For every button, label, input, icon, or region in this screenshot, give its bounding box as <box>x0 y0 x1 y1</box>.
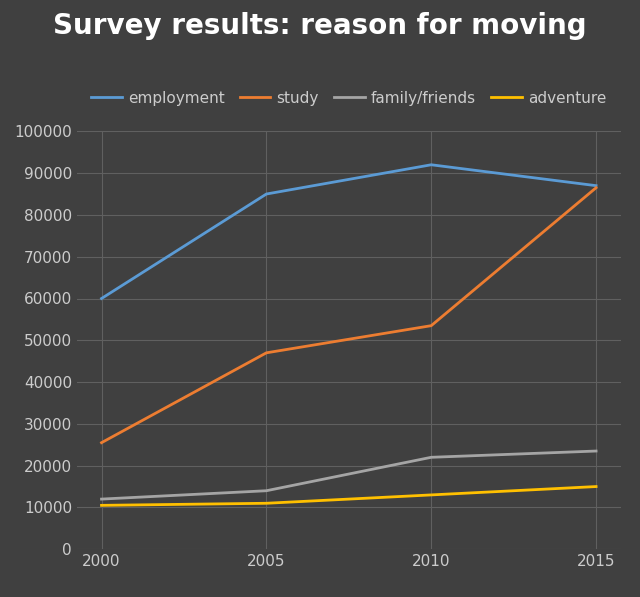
adventure <box>428 491 435 498</box>
adventure <box>98 501 106 509</box>
Text: Survey results: reason for moving: Survey results: reason for moving <box>53 12 587 40</box>
family/friends <box>428 454 435 461</box>
employment <box>262 190 270 198</box>
Line: family/friends: family/friends <box>102 451 596 499</box>
study <box>428 322 435 330</box>
family/friends <box>262 487 270 494</box>
adventure <box>262 500 270 507</box>
adventure <box>592 483 600 490</box>
Legend: employment, study, family/friends, adventure: employment, study, family/friends, adven… <box>85 85 612 112</box>
Line: study: study <box>102 187 596 443</box>
employment <box>428 161 435 168</box>
employment <box>98 295 106 302</box>
study <box>262 349 270 356</box>
study <box>592 184 600 191</box>
study <box>98 439 106 447</box>
Line: employment: employment <box>102 165 596 298</box>
family/friends <box>592 448 600 455</box>
Line: adventure: adventure <box>102 487 596 505</box>
employment <box>592 182 600 189</box>
family/friends <box>98 496 106 503</box>
